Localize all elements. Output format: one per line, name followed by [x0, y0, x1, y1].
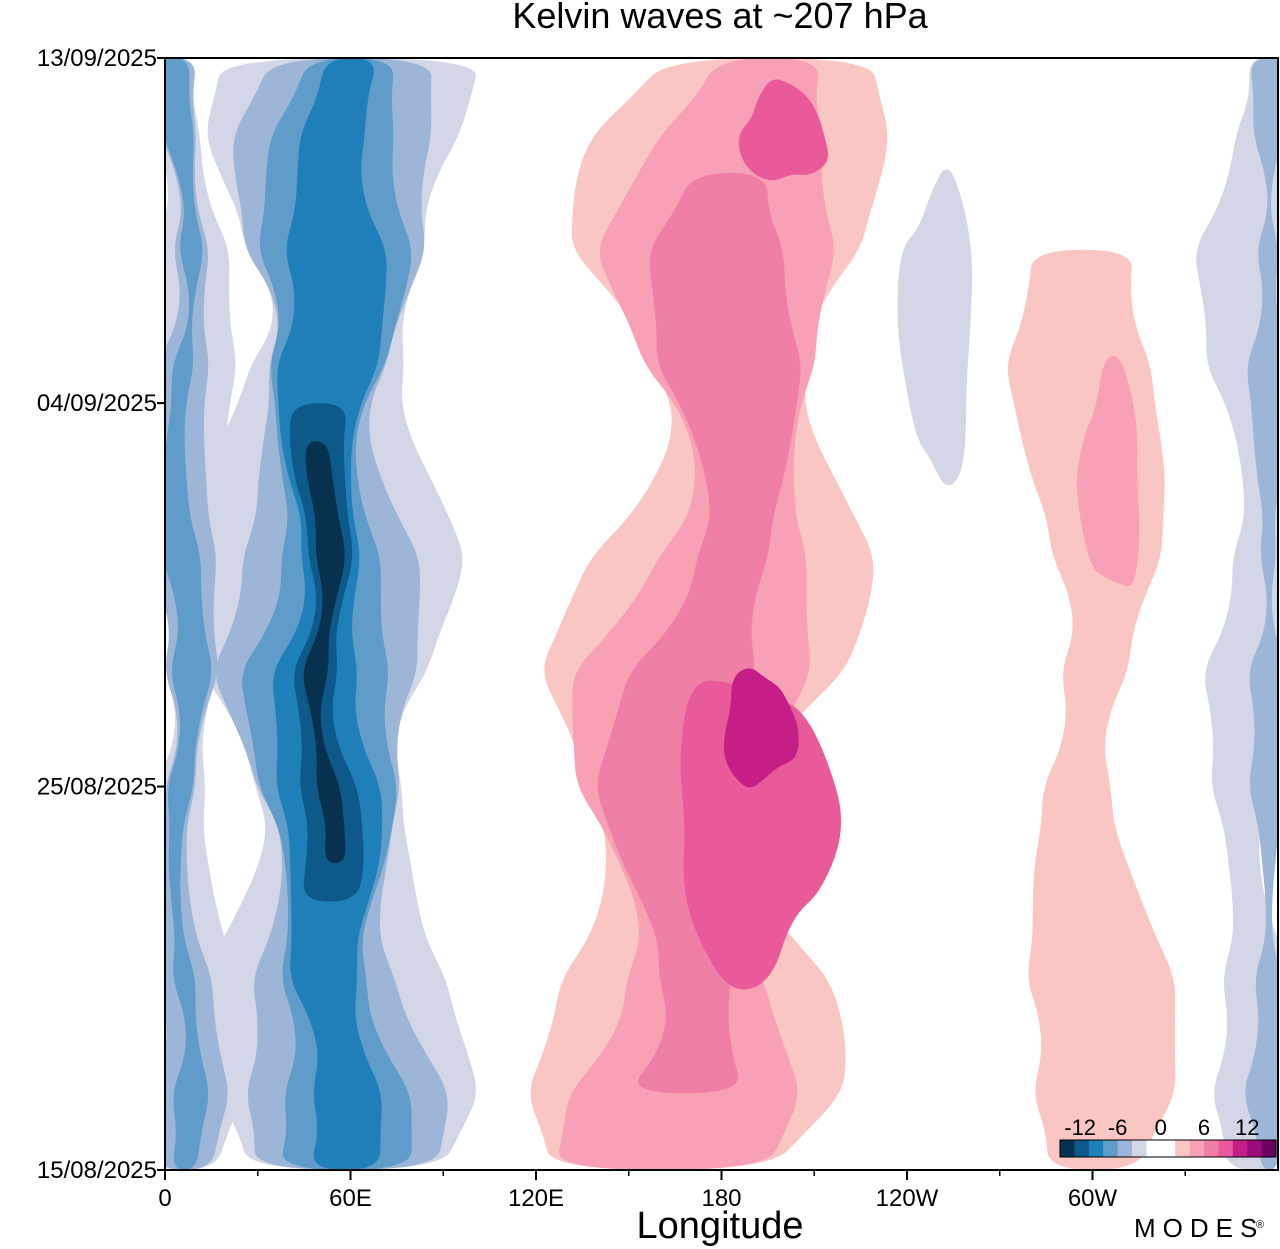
colorbar-swatch: [1232, 1140, 1248, 1157]
colorbar-swatch: [1160, 1140, 1176, 1157]
colorbar-swatch: [1132, 1140, 1147, 1157]
colorbar-swatch: [1103, 1140, 1118, 1157]
modes-logo: MODES ®: [1134, 1213, 1264, 1243]
x-tick-label: 0: [158, 1185, 171, 1212]
x-tick-label: 180: [701, 1185, 741, 1212]
positive-band-level-3: [597, 173, 801, 1094]
y-tick-label: 15/08/2025: [37, 1157, 157, 1184]
colorbar-label: -12: [1064, 1115, 1096, 1140]
colorbar-swatch: [1261, 1140, 1277, 1157]
colorbar-swatch: [1117, 1140, 1133, 1157]
colorbar-swatch: [1074, 1140, 1090, 1157]
colorbar-frame: [1059, 1139, 1277, 1158]
y-tick-label: 04/09/2025: [37, 390, 157, 417]
contour-layer: [165, 58, 1278, 1170]
y-tick-label: 13/09/2025: [37, 45, 157, 72]
colorbar-label: -6: [1108, 1115, 1128, 1140]
positive-core-3: [738, 79, 829, 181]
colorbar-swatch: [1247, 1140, 1262, 1157]
y-axis: 13/09/2025 04/09/2025 25/08/2025 15/08/2025: [37, 45, 165, 1184]
registered-mark: ®: [1256, 1219, 1264, 1231]
colorbar-label: 6: [1198, 1115, 1210, 1140]
negative-band-level-6: [303, 441, 346, 864]
x-tick-label: 60W: [1068, 1185, 1118, 1212]
mid-negative-patch: [897, 169, 973, 486]
colorbar: -12 -6 0 6 12: [1059, 1115, 1277, 1158]
colorbar-label: 12: [1235, 1115, 1259, 1140]
positive-core-2: [723, 668, 799, 788]
colorbar-swatch: [1060, 1140, 1075, 1157]
colorbar-label: 0: [1155, 1115, 1167, 1140]
brand-text: MODES: [1134, 1213, 1264, 1243]
x-tick-label: 120E: [508, 1185, 564, 1212]
colorbar-swatch: [1175, 1140, 1190, 1157]
colorbar-swatch: [1204, 1140, 1219, 1157]
west-negative-level-3: [165, 58, 212, 1170]
x-axis-label: Longitude: [637, 1205, 804, 1247]
chart-title: Kelvin waves at ~207 hPa: [512, 0, 928, 36]
colorbar-swatch: [1218, 1140, 1234, 1157]
far-east-negative-level-2: [1245, 58, 1278, 1170]
y-tick-label: 25/08/2025: [37, 774, 157, 801]
colorbar-swatch: [1088, 1140, 1104, 1157]
x-tick-label: 120W: [876, 1185, 939, 1212]
colorbar-swatch: [1146, 1140, 1162, 1157]
x-axis: 0 60E 120E 180 120W 60W: [158, 1170, 1186, 1212]
colorbar-swatch: [1189, 1140, 1205, 1157]
positive-core-1: [680, 680, 842, 990]
x-tick-label: 60E: [329, 1185, 372, 1212]
east-positive-level-2: [1077, 355, 1140, 587]
